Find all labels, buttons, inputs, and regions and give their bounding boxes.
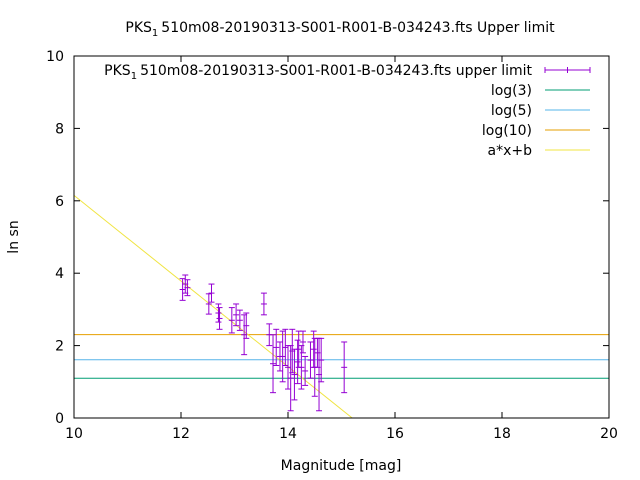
x-tick-label: 12 — [172, 426, 190, 442]
data-point — [341, 341, 348, 394]
y-tick-label: 10 — [46, 49, 64, 65]
data-point — [184, 279, 191, 297]
x-tick-label: 16 — [386, 426, 404, 442]
data-point — [294, 339, 301, 385]
data-point — [216, 307, 223, 330]
x-tick-label: 20 — [600, 426, 618, 442]
data-point — [291, 348, 298, 401]
x-tick-label: 18 — [493, 426, 511, 442]
y-axis-ticks: 0 2 4 6 8 10 — [46, 49, 609, 427]
x-axis-ticks: 10 12 14 16 18 20 — [65, 56, 618, 442]
legend-label: log(5) — [491, 103, 532, 119]
fit-line — [73, 194, 353, 419]
plot-frame — [73, 55, 610, 419]
data-point — [285, 345, 291, 390]
x-tick-label: 14 — [279, 426, 297, 442]
data-point — [273, 328, 280, 367]
legend-label: a*x+b — [488, 143, 533, 159]
chart-title: PKS1 510m08-20190313-S001-R001-B-034243.f… — [125, 20, 555, 39]
data-point — [318, 337, 325, 383]
y-tick-label: 8 — [55, 121, 64, 137]
data-point — [270, 334, 277, 394]
data-point — [282, 328, 289, 367]
data-point — [205, 293, 212, 315]
y-tick-label: 0 — [55, 411, 64, 427]
data-point — [179, 278, 186, 301]
reference-lines — [74, 334, 609, 379]
legend-label: PKS1 510m08-20190313-S001-R001-B-034243.f… — [104, 63, 532, 82]
data-point — [260, 292, 267, 316]
data-point — [299, 330, 306, 354]
x-tick-label: 10 — [65, 426, 83, 442]
x-axis-label: Magnitude [mag] — [281, 458, 402, 474]
data-point — [215, 303, 222, 323]
y-tick-label: 6 — [55, 194, 64, 210]
legend: PKS1 510m08-20190313-S001-R001-B-034243.f… — [104, 63, 591, 159]
legend-label: log(3) — [491, 83, 532, 99]
data-point — [279, 330, 286, 383]
y-axis-label: ln sn — [6, 220, 22, 253]
legend-label: log(10) — [482, 123, 532, 139]
data-point — [233, 303, 240, 327]
data-point — [228, 307, 235, 334]
data-point — [236, 309, 243, 331]
data-point — [276, 341, 283, 372]
data-point — [302, 355, 309, 386]
data-points — [179, 274, 348, 412]
data-point — [307, 341, 314, 379]
data-point — [310, 330, 317, 368]
fit-line-group — [73, 194, 353, 419]
data-point — [243, 312, 250, 339]
y-tick-label: 2 — [55, 339, 64, 355]
y-tick-label: 4 — [55, 266, 64, 282]
data-point — [208, 283, 215, 303]
